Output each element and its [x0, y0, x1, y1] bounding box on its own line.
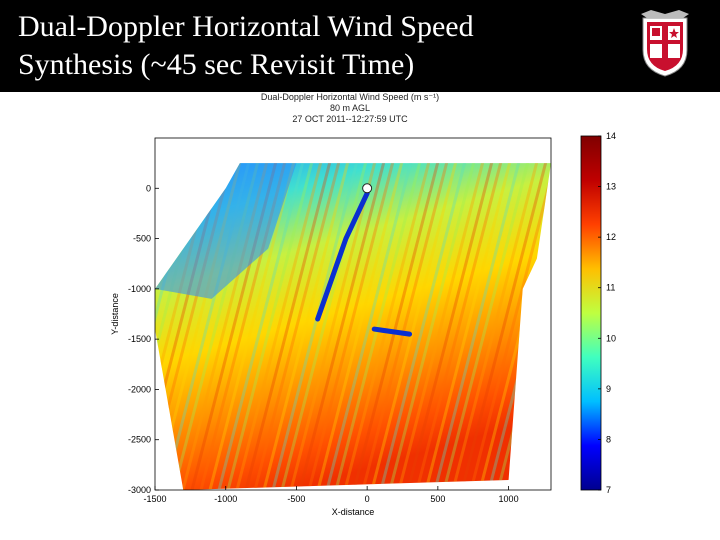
- x-tick-label: -1000: [214, 494, 237, 504]
- y-tick-label: -2000: [128, 384, 151, 394]
- y-axis-label: Y-distance: [110, 293, 120, 335]
- texture-streak: [262, 163, 356, 491]
- texture-streak: [415, 163, 509, 491]
- axes-frame: [154, 137, 552, 491]
- texture-streak: [325, 163, 419, 491]
- y-tick-label: 0: [146, 183, 151, 193]
- slide-title-line2: Synthesis (~45 sec Revisit Time): [18, 48, 415, 81]
- low-speed-streak-2: [371, 326, 413, 337]
- texture-streak: [316, 163, 410, 491]
- texture-streak: [406, 163, 500, 491]
- x-axis-label: X-distance: [332, 507, 375, 517]
- colorbar-tick-label: 11: [606, 283, 615, 293]
- texture-streak: [235, 163, 329, 491]
- low-speed-region: [155, 163, 297, 299]
- texture-streak: [469, 163, 551, 491]
- texture-streak: [451, 163, 545, 491]
- colorbar: [580, 135, 602, 491]
- x-tick-label: 500: [430, 494, 445, 504]
- y-tick-label: -3000: [128, 485, 151, 495]
- colorbar-tick-label: 9: [606, 384, 611, 394]
- y-tick-label: -1000: [128, 284, 151, 294]
- texture-streak: [442, 163, 536, 491]
- y-tick-label: -500: [133, 234, 151, 244]
- x-tick-label: 0: [365, 494, 370, 504]
- texture-streak: [397, 163, 491, 491]
- x-tick-label: -1500: [143, 494, 166, 504]
- colorbar-tick-label: 10: [606, 333, 616, 343]
- chart-svg: -1500 -1000 -500 0 500 1000 0 -500 -1000 -1500 -20…: [100, 131, 616, 517]
- texture-streak: [388, 163, 482, 491]
- texture-streak: [460, 163, 551, 491]
- texture-streak: [244, 163, 338, 491]
- radar-marker: [362, 183, 373, 194]
- texture-streak: [370, 163, 464, 491]
- texture-streak: [343, 163, 437, 491]
- texture-streak: [280, 163, 374, 491]
- texture-streak: [334, 163, 428, 491]
- x-tick-label: -500: [287, 494, 305, 504]
- texture-streak: [361, 163, 455, 491]
- slide-title: Dual-Doppler Horizontal Wind Speed Synth…: [18, 8, 618, 84]
- texture-streak: [352, 163, 446, 491]
- texture-streak: [100, 138, 102, 490]
- colorbar-tick-label: 12: [606, 232, 616, 242]
- texture-streak: [307, 163, 401, 491]
- colorbar-tick-label: 13: [606, 182, 616, 192]
- y-tick-label: -1500: [128, 334, 151, 344]
- texture-streak: [217, 163, 311, 491]
- texture-streak: [379, 163, 473, 491]
- chart-title: Dual-Doppler Horizontal Wind Speed (m s⁻…: [260, 92, 440, 102]
- university-shield-icon: [641, 10, 689, 77]
- texture-streak: [298, 163, 392, 491]
- colorbar-tick-label: 7: [606, 485, 611, 495]
- texture-streak: [226, 163, 320, 491]
- slide-title-line1: Dual-Doppler Horizontal Wind Speed: [18, 10, 474, 43]
- x-tick-label: 1000: [499, 494, 519, 504]
- chart-subtitle-time: 27 OCT 2011--12:27:59 UTC: [292, 114, 408, 124]
- chart-subtitle-height: 80 m AGL: [329, 103, 371, 113]
- colorbar-tick-label: 8: [606, 434, 611, 444]
- low-speed-streak-1: [315, 190, 370, 322]
- wind-speed-chart: Dual-Doppler Horizontal Wind Speed (m s⁻…: [100, 88, 660, 528]
- title-bar: Dual-Doppler Horizontal Wind Speed Synth…: [0, 0, 720, 92]
- texture-streak: [253, 163, 347, 491]
- colorbar-tick-label: 14: [606, 131, 616, 141]
- texture-streak: [424, 163, 518, 491]
- y-tick-label: -2500: [128, 435, 151, 445]
- texture-streak: [433, 163, 527, 491]
